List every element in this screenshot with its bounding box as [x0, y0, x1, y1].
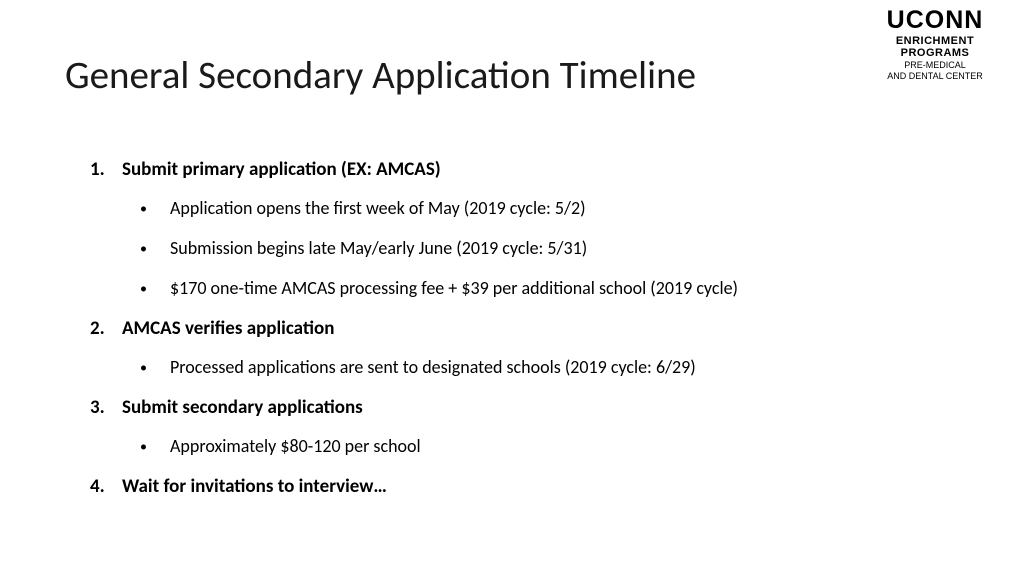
- logo-block: UCONN ENRICHMENT PROGRAMS PRE-MEDICAL AN…: [860, 8, 1010, 81]
- list-number: 2.: [90, 317, 122, 340]
- sub-text: $170 one-time AMCAS processing fee + $39…: [170, 277, 738, 301]
- list-item-2: 2. AMCAS verifies application: [90, 317, 964, 340]
- sub-text: Processed applications are sent to desig…: [170, 356, 696, 380]
- bullet-icon: •: [140, 237, 170, 261]
- sub-text: Application opens the first week of May …: [170, 197, 586, 221]
- list-text: Submit secondary applications: [122, 396, 363, 419]
- sub-list-item: • Submission begins late May/early June …: [140, 237, 964, 261]
- logo-sub1-text: ENRICHMENT PROGRAMS: [860, 35, 1010, 59]
- logo-sub2b-text: AND DENTAL CENTER: [860, 71, 1010, 81]
- logo-main-text: UCONN: [860, 8, 1010, 33]
- list-text: Submit primary application (EX: AMCAS): [122, 158, 441, 181]
- list-item-1: 1. Submit primary application (EX: AMCAS…: [90, 158, 964, 181]
- sub-list-item: • Approximately $80-120 per school: [140, 435, 964, 459]
- list-text: Wait for invitations to interview…: [122, 475, 387, 498]
- page-title: General Secondary Application Timeline: [65, 52, 696, 99]
- sub-list-item: • Application opens the first week of Ma…: [140, 197, 964, 221]
- bullet-icon: •: [140, 277, 170, 301]
- list-item-3: 3. Submit secondary applications: [90, 396, 964, 419]
- list-item-4: 4. Wait for invitations to interview…: [90, 475, 964, 498]
- sub-list-item: • Processed applications are sent to des…: [140, 356, 964, 380]
- bullet-icon: •: [140, 356, 170, 380]
- list-text: AMCAS verifies application: [122, 317, 334, 340]
- logo-sub2a-text: PRE-MEDICAL: [860, 60, 1010, 70]
- list-number: 4.: [90, 475, 122, 498]
- sub-text: Approximately $80-120 per school: [170, 435, 421, 459]
- sub-list-item: • $170 one-time AMCAS processing fee + $…: [140, 277, 964, 301]
- bullet-icon: •: [140, 197, 170, 221]
- content-list: 1. Submit primary application (EX: AMCAS…: [90, 158, 964, 514]
- bullet-icon: •: [140, 435, 170, 459]
- list-number: 3.: [90, 396, 122, 419]
- list-number: 1.: [90, 158, 122, 181]
- sub-text: Submission begins late May/early June (2…: [170, 237, 587, 261]
